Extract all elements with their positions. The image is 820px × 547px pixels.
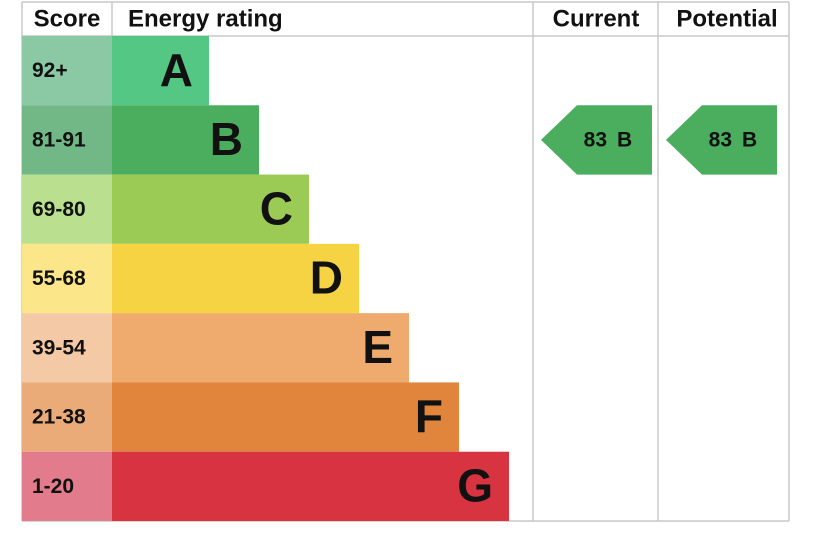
score-range: 21-38 xyxy=(32,406,86,429)
potential-rating: B xyxy=(742,128,757,151)
score-range: 69-80 xyxy=(32,198,86,221)
rating-bar xyxy=(112,313,409,383)
score-range: 39-54 xyxy=(32,336,86,359)
score-cell xyxy=(22,313,112,383)
potential-score: 83 xyxy=(709,128,732,151)
potential-arrow xyxy=(666,105,777,175)
score-cell xyxy=(22,105,112,175)
rating-letter: F xyxy=(415,390,443,442)
rating-letter: B xyxy=(210,113,243,165)
score-range: 55-68 xyxy=(32,267,86,290)
header-rating: Energy rating xyxy=(128,5,283,32)
current-rating: B xyxy=(617,128,632,151)
score-range: 1-20 xyxy=(32,475,74,498)
score-range: 81-91 xyxy=(32,128,86,151)
rating-bar xyxy=(112,105,259,175)
rating-bar xyxy=(112,243,359,314)
score-cell xyxy=(22,451,112,521)
rating-letter: C xyxy=(260,182,293,234)
rating-letter: A xyxy=(160,44,193,96)
rating-bar xyxy=(112,382,459,452)
header-current: Current xyxy=(553,5,640,32)
header-score: Score xyxy=(34,5,101,32)
rating-letter: D xyxy=(310,252,343,304)
rating-bar xyxy=(112,174,309,244)
current-score: 83 xyxy=(584,128,607,151)
header-potential: Potential xyxy=(676,5,777,32)
score-cell xyxy=(22,36,112,106)
rating-letter: E xyxy=(362,321,393,373)
score-cell xyxy=(22,174,112,244)
score-range: 92+ xyxy=(32,59,68,82)
rating-letter: G xyxy=(457,460,493,512)
current-arrow xyxy=(541,105,652,175)
score-cell xyxy=(22,382,112,452)
rating-bar xyxy=(112,36,209,106)
score-cell xyxy=(22,243,112,314)
rating-bar xyxy=(112,451,509,521)
